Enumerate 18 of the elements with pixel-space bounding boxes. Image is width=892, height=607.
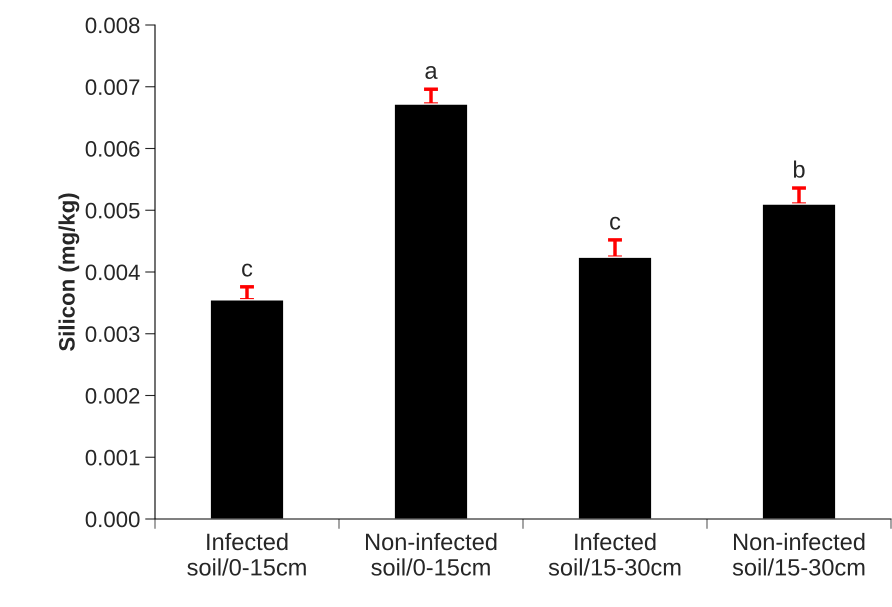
y-tick-label: 0.007 (86, 79, 140, 96)
annotation: b (794, 160, 805, 178)
y-tick-label: 0.006 (86, 141, 140, 157)
x-tick-label: Infected soil/15-30cm (548, 532, 680, 576)
x-tick-label: Non-infected soil/0-15cm (366, 532, 496, 576)
annotation: c (610, 216, 620, 230)
y-axis-title: Silicon (mg/kg) (58, 193, 80, 351)
y-tick-label: 0.004 (86, 264, 140, 280)
y-tick-label: 0.002 (86, 388, 140, 404)
y-tick-label: 0.003 (86, 326, 140, 342)
y-tick-label: 0.005 (86, 202, 140, 219)
annotation: a (425, 66, 438, 79)
annotation: c (242, 264, 252, 277)
x-tick-label: Non-infected soil/15-30cm (732, 532, 864, 576)
y-tick-label: 0.001 (86, 450, 140, 466)
y-tick-label: 0.008 (86, 18, 140, 34)
x-tick-label: Infected soil/0-15cm (187, 532, 306, 576)
y-tick-label: 0.000 (86, 512, 140, 528)
